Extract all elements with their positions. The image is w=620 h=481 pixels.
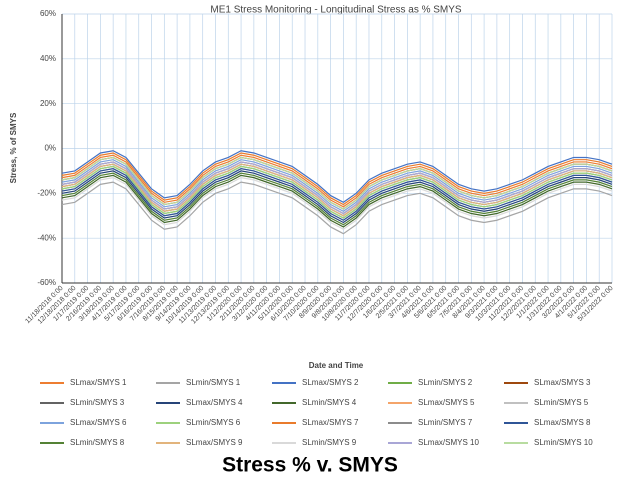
legend-label: SLmax/SMYS 3 — [534, 378, 591, 387]
legend-label: SLmin/SMYS 10 — [534, 438, 593, 447]
series-line — [61, 177, 613, 230]
series-line — [61, 163, 613, 217]
legend-label: SLmax/SMYS 7 — [302, 418, 359, 427]
legend-label: SLmax/SMYS 8 — [534, 418, 591, 427]
legend-label: SLmax/SMYS 9 — [186, 438, 243, 447]
y-tick-label: 40% — [40, 54, 56, 63]
y-tick-label: 60% — [40, 9, 56, 18]
series-line — [61, 174, 613, 228]
y-axis-title: Stress, % of SMYS — [9, 112, 18, 183]
legend-label: SLmin/SMYS 2 — [418, 378, 473, 387]
legend-label: SLmin/SMYS 6 — [186, 418, 241, 427]
x-axis-title: Date and Time — [309, 361, 364, 370]
series-line — [61, 150, 613, 204]
legend-label: SLmax/SMYS 2 — [302, 378, 359, 387]
legend-label: SLmin/SMYS 4 — [302, 398, 357, 407]
y-tick-label: -20% — [37, 188, 56, 197]
series-line — [61, 168, 613, 221]
legend-label: SLmin/SMYS 9 — [302, 438, 357, 447]
legend-label: SLmax/SMYS 1 — [70, 378, 127, 387]
legend-label: SLmax/SMYS 6 — [70, 418, 127, 427]
caption: Stress % v. SMYS — [222, 454, 398, 477]
legend-label: SLmin/SMYS 7 — [418, 418, 473, 427]
series-line — [61, 165, 613, 219]
y-tick-label: 20% — [40, 99, 56, 108]
series-line — [61, 156, 613, 210]
legend-label: SLmin/SMYS 1 — [186, 378, 241, 387]
legend-label: SLmin/SMYS 8 — [70, 438, 125, 447]
series-line — [61, 154, 613, 208]
legend-label: SLmax/SMYS 10 — [418, 438, 479, 447]
y-tick-label: -40% — [37, 233, 56, 242]
legend-label: SLmin/SMYS 5 — [534, 398, 589, 407]
series-line — [61, 170, 613, 224]
legend-label: SLmin/SMYS 3 — [70, 398, 125, 407]
y-tick-label: 0% — [44, 144, 56, 153]
chart-title: ME1 Stress Monitoring - Longitudinal Str… — [210, 5, 462, 16]
legend-label: SLmax/SMYS 4 — [186, 398, 243, 407]
series-line — [61, 181, 613, 235]
series-line — [61, 159, 613, 212]
y-tick-label: -60% — [37, 278, 56, 287]
legend-label: SLmax/SMYS 5 — [418, 398, 475, 407]
series-line — [61, 152, 613, 206]
series-line — [61, 172, 613, 226]
series-line — [61, 161, 613, 215]
